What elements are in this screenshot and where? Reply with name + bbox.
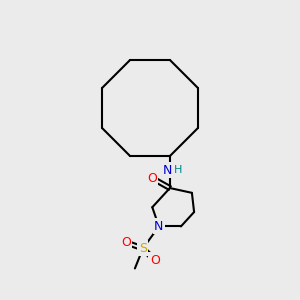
Text: H: H [174,165,182,175]
Text: N: N [154,220,164,233]
Text: N: N [163,164,172,176]
Text: O: O [150,254,160,267]
Text: S: S [139,242,147,255]
Text: O: O [121,236,131,249]
Text: O: O [147,172,157,184]
